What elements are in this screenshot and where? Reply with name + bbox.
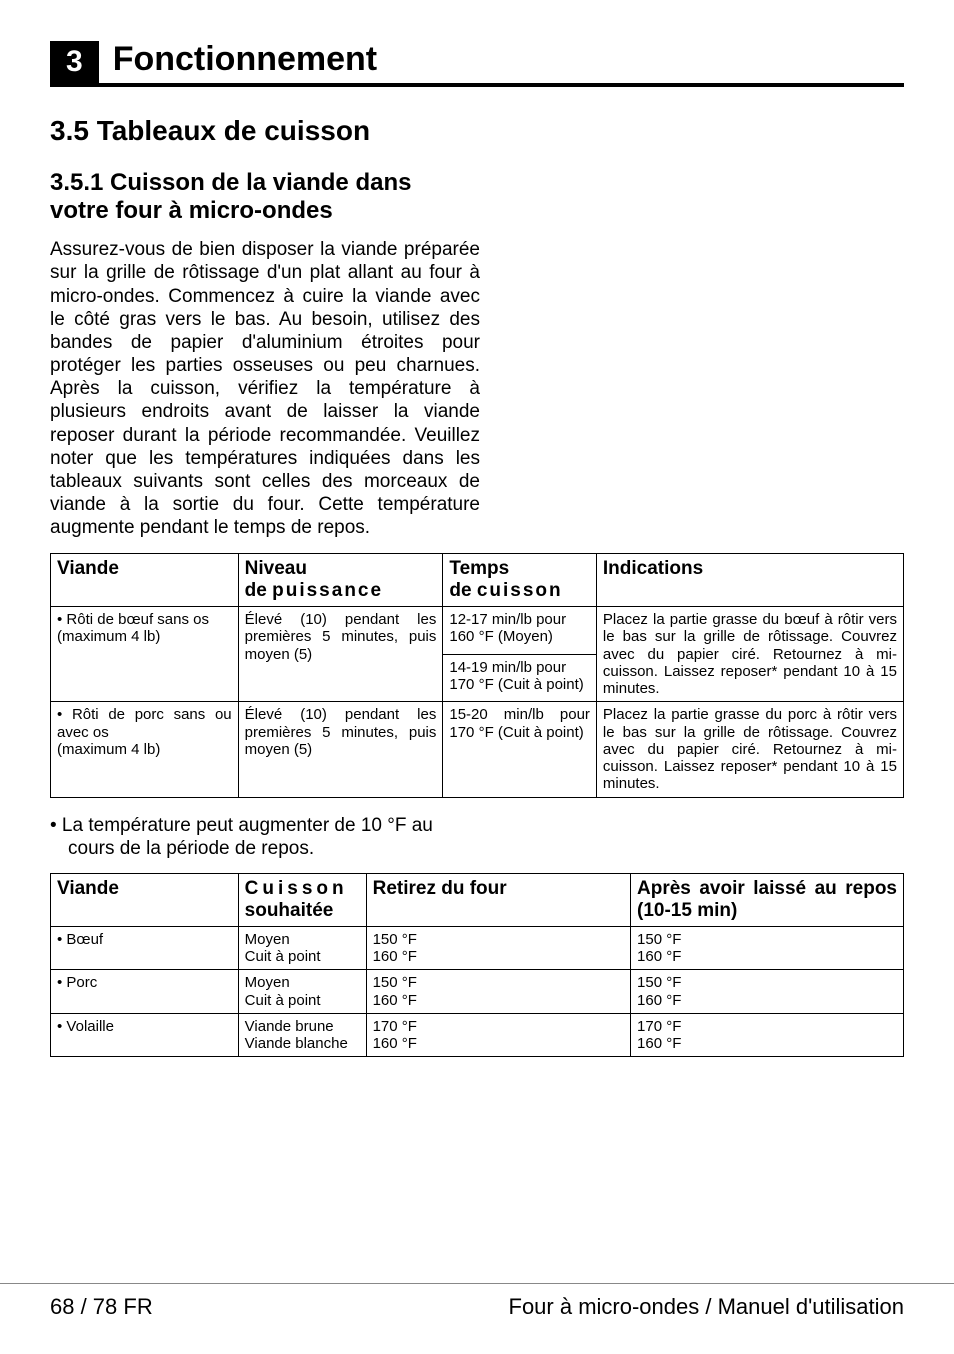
temperature-note: • La température peut augmenter de 10 °F… — [50, 814, 480, 862]
t2-boeuf-c3: 150 °F 160 °F — [366, 926, 630, 970]
t2-boeuf-c4: 150 °F 160 °F — [631, 926, 904, 970]
section-title: 3.5 Tableaux de cuisson — [50, 115, 904, 147]
t2-volaille-c3: 170 °F 160 °F — [366, 1013, 630, 1057]
table2-h-repos: Après avoir laissé au repos (10-15 min) — [631, 874, 904, 927]
t1-porc-indic: Placez la partie grasse du porc à rôtir … — [596, 702, 903, 797]
t1-porc-niveau: Élevé (10) pendant les premières 5 minut… — [238, 702, 443, 797]
table2-row-porc: • Porc Moyen Cuit à point 150 °F 160 °F … — [51, 970, 904, 1014]
table1-h-indic: Indications — [596, 554, 903, 607]
t2-volaille-c1: • Volaille — [51, 1013, 239, 1057]
footer-right: Four à micro-ondes / Manuel d'utilisatio… — [509, 1294, 905, 1320]
subsection-title-line1: 3.5.1 Cuisson de la viande dans — [50, 169, 411, 196]
table2-row-volaille: • Volaille Viande brune Viande blanche 1… — [51, 1013, 904, 1057]
intro-paragraph: Assurez-vous de bien disposer la viande … — [50, 238, 480, 539]
t2-porc-c3: 150 °F 160 °F — [366, 970, 630, 1014]
t2-volaille-c2: Viande brune Viande blanche — [238, 1013, 366, 1057]
t1-boeuf-temps2: 14-19 min/lb pour 170 °F (Cuit à point) — [443, 654, 597, 702]
table1-header-row: Viande Niveau de puissance Temps de cuis… — [51, 554, 904, 607]
chapter-number: 3 — [50, 41, 99, 83]
table2-header-row: Viande Cuissonsouhaitée Retirez du four … — [51, 874, 904, 927]
footer-left: 68 / 78 FR — [50, 1294, 153, 1320]
table2-h-cuisson: Cuissonsouhaitée — [238, 874, 366, 927]
t1-porc-temps: 15-20 min/lb pour 170 °F (Cuit à point) — [443, 702, 597, 797]
subsection-title: 3.5.1 Cuisson de la viande dans votre fo… — [50, 169, 470, 224]
table1-h-temps: Temps de cuisson — [443, 554, 597, 607]
t2-boeuf-c1: • Bœuf — [51, 926, 239, 970]
page-footer: 68 / 78 FR Four à micro-ondes / Manuel d… — [0, 1283, 954, 1320]
t2-porc-c2: Moyen Cuit à point — [238, 970, 366, 1014]
table1-row-boeuf-a: • Rôti de bœuf sans os (maximum 4 lb) Él… — [51, 607, 904, 655]
table1-h-viande: Viande — [51, 554, 239, 607]
table1-h-niveau: Niveau de puissance — [238, 554, 443, 607]
table2-h-retirez: Retirez du four — [366, 874, 630, 927]
table2-row-boeuf: • Bœuf Moyen Cuit à point 150 °F 160 °F … — [51, 926, 904, 970]
t2-porc-c1: • Porc — [51, 970, 239, 1014]
t2-porc-c4: 150 °F 160 °F — [631, 970, 904, 1014]
subsection-title-line2: votre four à micro-ondes — [50, 197, 333, 224]
t1-boeuf-viande: • Rôti de bœuf sans os (maximum 4 lb) — [51, 607, 239, 702]
t1-boeuf-indic: Placez la partie grasse du bœuf à rôtir … — [596, 607, 903, 702]
table1-row-porc: • Rôti de porc sans ou avec os (maximum … — [51, 702, 904, 797]
cooking-table-1: Viande Niveau de puissance Temps de cuis… — [50, 553, 904, 797]
table2-h-viande: Viande — [51, 874, 239, 927]
chapter-header: 3 Fonctionnement — [50, 40, 904, 87]
chapter-title: Fonctionnement — [99, 40, 377, 83]
cooking-table-2: Viande Cuissonsouhaitée Retirez du four … — [50, 873, 904, 1057]
t1-porc-viande: • Rôti de porc sans ou avec os (maximum … — [51, 702, 239, 797]
t2-volaille-c4: 170 °F 160 °F — [631, 1013, 904, 1057]
t1-boeuf-niveau: Élevé (10) pendant les premières 5 minut… — [238, 607, 443, 702]
t2-boeuf-c2: Moyen Cuit à point — [238, 926, 366, 970]
t1-boeuf-temps1: 12-17 min/lb pour 160 °F (Moyen) — [443, 607, 597, 655]
